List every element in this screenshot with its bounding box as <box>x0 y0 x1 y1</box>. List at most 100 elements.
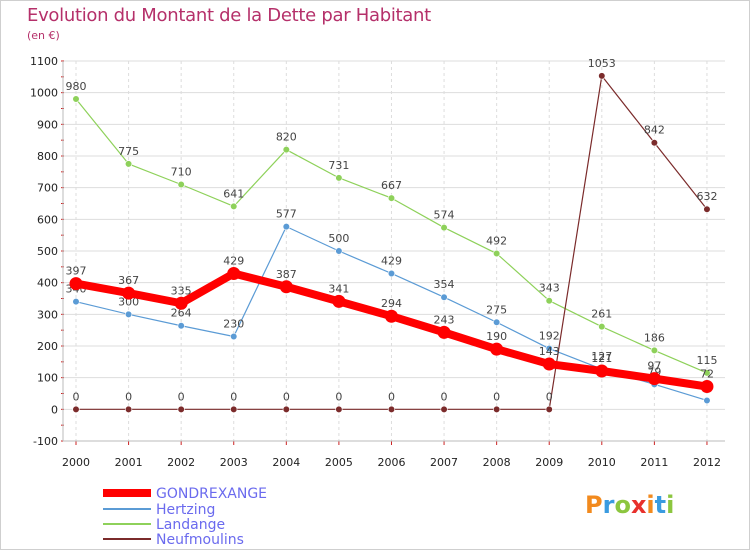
data-point-landange <box>650 346 658 355</box>
data-label-hertzing: 500 <box>328 232 349 245</box>
data-point-landange <box>335 174 343 182</box>
data-point-gondrexange <box>647 372 661 386</box>
data-point-landange <box>598 323 606 331</box>
y-tick-label: 800 <box>37 150 58 163</box>
data-label-landange: 667 <box>381 179 402 192</box>
data-point-hertzing <box>124 310 133 318</box>
x-tick-label: 2004 <box>272 456 300 469</box>
data-label-gondrexange: 429 <box>223 254 244 267</box>
data-point-gondrexange <box>227 266 241 280</box>
data-point-neufmoulins <box>387 405 396 413</box>
data-label-gondrexange: 143 <box>539 345 560 358</box>
data-label-neufmoulins: 0 <box>441 390 448 403</box>
data-label-hertzing: 264 <box>171 307 192 320</box>
data-label-hertzing: 192 <box>539 330 560 343</box>
data-point-landange <box>177 180 185 189</box>
y-tick-label: 100 <box>37 372 58 385</box>
data-label-gondrexange: 72 <box>700 368 714 381</box>
x-tick-label: 2008 <box>483 456 511 469</box>
data-point-gondrexange <box>69 277 83 291</box>
y-tick-label: 900 <box>37 118 58 131</box>
data-label-gondrexange: 387 <box>276 268 297 281</box>
data-label-gondrexange: 97 <box>647 360 661 373</box>
data-label-gondrexange: 335 <box>171 284 192 297</box>
data-label-gondrexange: 397 <box>66 265 87 278</box>
data-point-landange <box>124 160 133 168</box>
data-point-neufmoulins <box>650 139 658 147</box>
data-point-landange <box>493 249 501 258</box>
data-label-neufmoulins: 1053 <box>588 57 616 70</box>
data-label-hertzing: 354 <box>434 278 455 291</box>
logo-letter: P <box>585 491 603 519</box>
data-label-landange: 261 <box>591 308 612 321</box>
data-label-landange: 820 <box>276 131 297 144</box>
y-tick-label: 1100 <box>30 55 58 68</box>
data-label-hertzing: 230 <box>223 318 244 331</box>
data-point-hertzing <box>387 269 396 278</box>
data-point-landange <box>230 202 238 210</box>
logo-letter: o <box>614 491 631 519</box>
data-label-gondrexange: 121 <box>591 352 612 365</box>
x-tick-label: 2006 <box>377 456 405 469</box>
data-label-hertzing: 577 <box>276 208 297 221</box>
data-label-neufmoulins: 0 <box>230 390 237 403</box>
data-label-gondrexange: 341 <box>328 282 349 295</box>
y-tick-label: 300 <box>37 308 58 321</box>
data-point-landange <box>545 297 553 305</box>
data-point-hertzing <box>282 223 290 231</box>
y-tick-label: 500 <box>37 245 58 258</box>
data-point-neufmoulins <box>545 405 553 413</box>
data-point-gondrexange <box>122 286 136 300</box>
data-point-landange <box>72 95 80 103</box>
x-tick-label: 2007 <box>430 456 458 469</box>
data-point-hertzing <box>703 396 711 405</box>
x-tick-label: 2009 <box>535 456 563 469</box>
data-point-hertzing <box>545 344 553 353</box>
data-label-gondrexange: 190 <box>486 330 507 343</box>
data-point-neufmoulins <box>282 405 290 413</box>
data-point-hertzing <box>177 322 185 330</box>
data-label-landange: 492 <box>486 235 507 248</box>
data-point-hertzing <box>230 332 238 341</box>
data-label-landange: 574 <box>434 209 455 222</box>
data-label-neufmoulins: 0 <box>335 390 342 403</box>
data-label-gondrexange: 294 <box>381 297 402 310</box>
y-tick-label: 0 <box>51 403 58 416</box>
data-label-landange: 343 <box>539 282 560 295</box>
data-label-neufmoulins: 632 <box>696 190 717 203</box>
chart-unit-label: (en €) <box>27 29 60 42</box>
data-point-neufmoulins <box>598 72 606 80</box>
data-label-landange: 710 <box>171 166 192 179</box>
data-label-neufmoulins: 0 <box>73 390 80 403</box>
legend-label-hertzing: Hertzing <box>156 502 215 518</box>
data-point-landange <box>440 223 448 232</box>
y-tick-label: -100 <box>33 435 58 448</box>
x-tick-label: 2011 <box>640 456 668 469</box>
data-point-neufmoulins <box>440 405 448 413</box>
data-label-hertzing: 429 <box>381 254 402 267</box>
x-tick-label: 2010 <box>588 456 616 469</box>
data-label-hertzing: 300 <box>118 295 139 308</box>
data-label-landange: 115 <box>696 354 717 367</box>
logo-letter: i <box>666 491 675 519</box>
data-label-hertzing: 275 <box>486 303 507 316</box>
proxiti-logo: Proxiti <box>585 491 674 519</box>
y-tick-label: 200 <box>37 340 58 353</box>
data-point-neufmoulins <box>124 405 133 413</box>
x-tick-label: 2005 <box>325 456 353 469</box>
data-point-gondrexange <box>595 364 609 378</box>
data-label-gondrexange: 243 <box>434 313 455 326</box>
data-point-landange <box>703 369 711 377</box>
x-tick-label: 2003 <box>220 456 248 469</box>
y-tick-label: 600 <box>37 213 58 226</box>
legend-label-neufmoulins: Neufmoulins <box>156 532 244 548</box>
data-label-landange: 641 <box>223 187 244 200</box>
data-point-neufmoulins <box>703 205 711 213</box>
x-tick-label: 2002 <box>167 456 195 469</box>
x-tick-label: 2000 <box>62 456 90 469</box>
legend-label-gondrexange: GONDREXANGE <box>156 486 267 502</box>
data-point-gondrexange <box>174 296 188 310</box>
logo-letter: x <box>630 491 647 519</box>
